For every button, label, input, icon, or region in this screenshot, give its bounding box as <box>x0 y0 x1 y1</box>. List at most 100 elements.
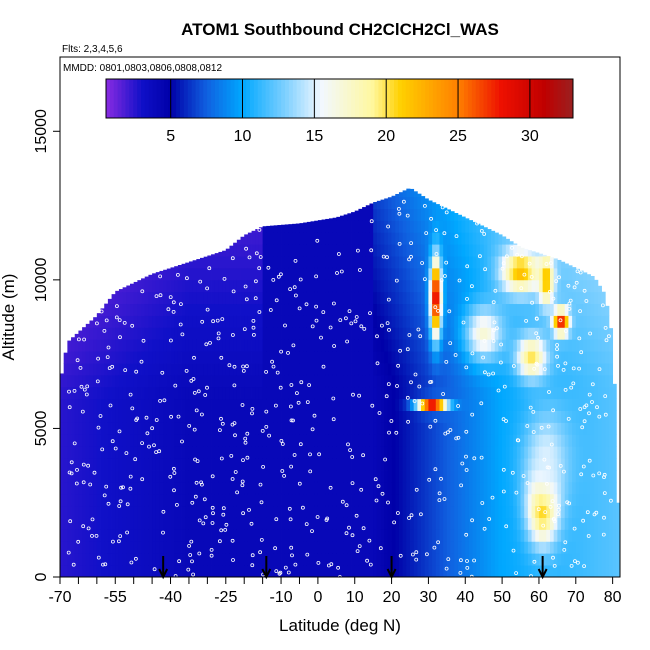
heat-cell <box>590 470 595 483</box>
sample-point <box>282 473 287 478</box>
heat-cell <box>137 410 142 423</box>
heat-cell <box>82 386 87 400</box>
heat-cell <box>177 529 182 542</box>
heat-cell <box>561 481 566 495</box>
heat-cell <box>85 434 90 447</box>
heat-cell <box>435 446 440 459</box>
heat-cell <box>594 434 599 447</box>
heat-cell <box>343 410 348 423</box>
sample-point <box>563 540 568 545</box>
heat-cell <box>561 458 566 471</box>
heat-cell <box>181 279 186 293</box>
heat-cell <box>152 553 157 566</box>
heat-cell <box>299 291 304 305</box>
sample-point <box>555 347 559 352</box>
heat-cell <box>74 351 79 364</box>
heat-cell <box>546 327 551 340</box>
heat-cell <box>306 434 311 447</box>
heat-cell <box>218 553 223 566</box>
heat-cell <box>310 279 315 293</box>
heat-cell <box>531 279 536 293</box>
heat-cell <box>461 386 466 400</box>
heat-cell <box>457 303 462 316</box>
sample-point <box>344 531 349 536</box>
sample-point <box>191 572 196 577</box>
heat-cell <box>185 541 190 554</box>
heat-cell <box>89 422 94 435</box>
heat-cell <box>391 303 396 316</box>
heat-cell <box>417 493 422 507</box>
heat-cell <box>288 244 293 257</box>
sample-point <box>603 325 608 330</box>
heat-cell <box>222 553 227 566</box>
heat-cell <box>376 386 381 400</box>
heat-cell <box>516 398 521 411</box>
heat-cell <box>527 315 532 328</box>
heat-cell <box>211 553 216 566</box>
sample-point <box>461 320 466 325</box>
heat-cell <box>155 458 160 471</box>
heat-cell <box>410 279 415 293</box>
heat-cell <box>516 315 521 328</box>
heat-cell <box>104 374 109 388</box>
sample-point <box>249 521 254 526</box>
sample-point <box>534 361 539 366</box>
heat-cell <box>398 553 404 566</box>
heat-cell <box>413 422 418 435</box>
sample-point <box>378 546 383 551</box>
sample-point <box>436 308 440 313</box>
heat-cell <box>347 493 352 507</box>
heat-cell <box>240 327 245 340</box>
heat-cell <box>597 517 602 530</box>
heat-cell <box>266 279 271 293</box>
heat-cell <box>317 541 322 554</box>
heat-cell <box>317 458 322 471</box>
heat-cell <box>163 541 168 554</box>
heat-cell <box>365 208 370 221</box>
sample-point <box>297 306 302 311</box>
heat-cell <box>266 303 271 316</box>
sample-point <box>232 364 237 369</box>
heat-cell <box>406 351 411 364</box>
heat-cell <box>358 493 363 507</box>
heat-cell <box>428 244 433 257</box>
heat-cell <box>553 446 558 459</box>
heat-cell <box>380 481 385 495</box>
heat-cell <box>520 517 525 530</box>
heat-cell <box>347 410 352 423</box>
heat-cell <box>527 458 532 471</box>
heat-cell <box>118 458 124 471</box>
heat-cell <box>292 481 297 495</box>
heat-cell <box>358 434 363 447</box>
heat-cell <box>328 565 334 578</box>
heat-cell <box>133 386 138 400</box>
colorbar-strip <box>257 79 263 118</box>
heat-cell <box>255 565 260 578</box>
sample-point <box>162 398 167 403</box>
heat-cell <box>321 493 326 507</box>
heat-cell <box>550 351 555 364</box>
heat-cell <box>67 446 72 459</box>
heat-cell <box>328 267 334 281</box>
heat-cell <box>572 267 577 281</box>
heat-cell <box>384 363 389 376</box>
heat-cell <box>310 303 315 316</box>
heat-cell <box>281 553 286 566</box>
sample-point <box>566 283 571 288</box>
sample-point <box>69 460 74 465</box>
heat-cell <box>233 256 238 269</box>
heat-cell <box>509 553 514 566</box>
heat-cell <box>406 493 411 507</box>
heat-cell <box>406 529 411 542</box>
heat-cell <box>82 374 87 388</box>
heat-cell <box>391 386 396 400</box>
heat-cell <box>317 410 322 423</box>
heat-cell <box>144 470 149 483</box>
heat-cell <box>502 303 507 316</box>
heat-cell <box>498 291 503 305</box>
heat-cell <box>457 291 462 305</box>
sample-point <box>216 336 221 341</box>
heat-cell <box>299 315 304 328</box>
heat-cell <box>428 565 433 578</box>
heat-cell <box>188 493 194 507</box>
